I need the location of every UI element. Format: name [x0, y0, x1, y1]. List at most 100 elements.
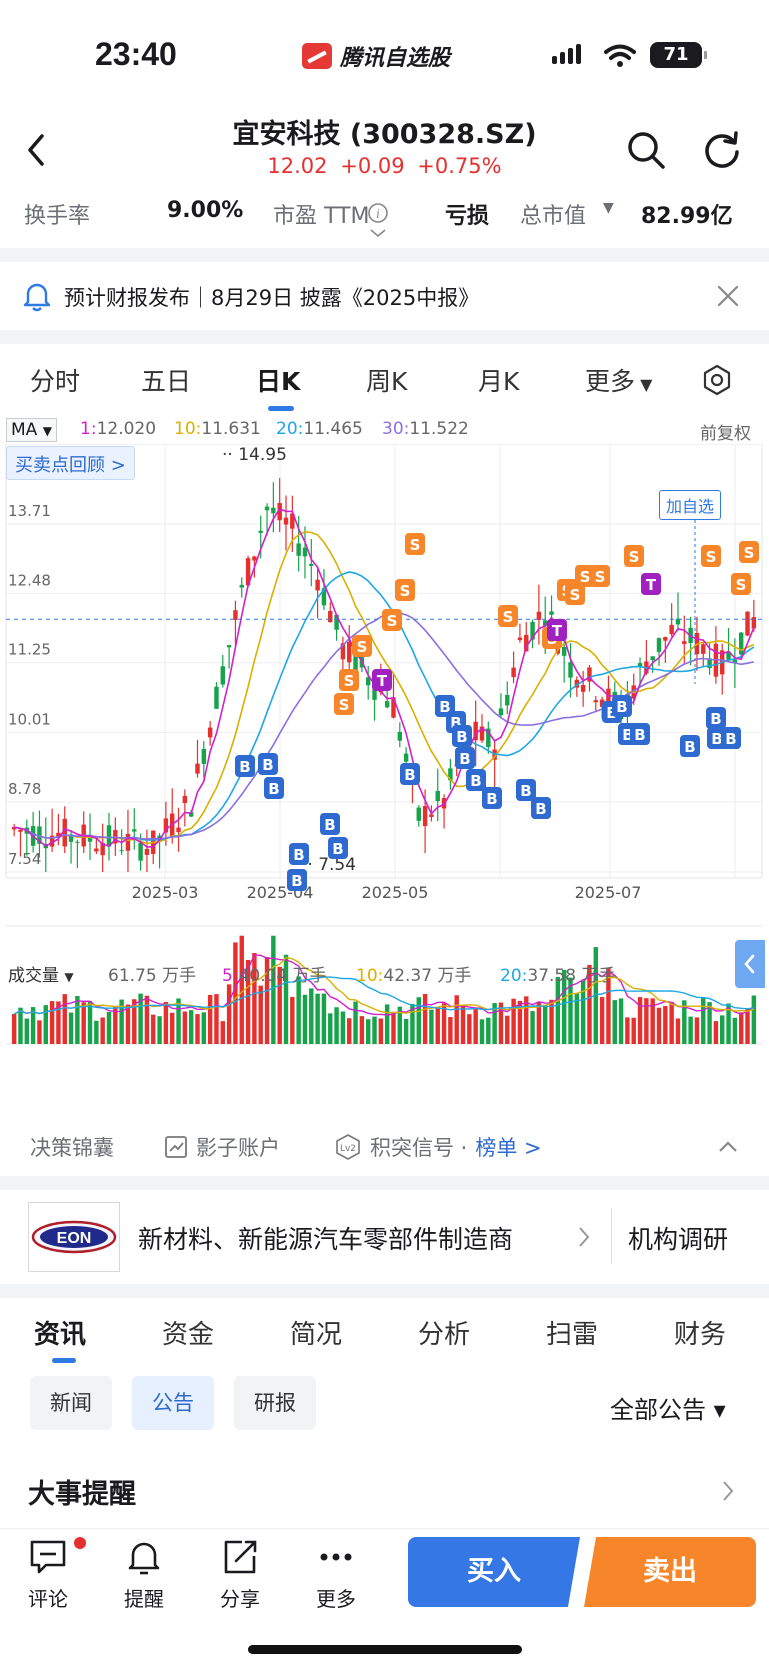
volume-selector[interactable]: 成交量 ▼	[8, 966, 74, 986]
buy-signal-badge	[320, 813, 340, 835]
volume-bar	[688, 1016, 693, 1044]
x-tick-label: 2025-05	[362, 883, 429, 902]
buy-signal-badge-letter: B	[332, 840, 343, 858]
buy-signal-badge-letter: B	[404, 766, 415, 784]
volume-bar	[422, 994, 428, 1044]
shadow-account-link[interactable]: 影子账户	[164, 1132, 280, 1162]
volume-bar	[207, 994, 213, 1044]
volume-bar	[188, 1010, 194, 1044]
major-events-header[interactable]: 大事提醒	[0, 1464, 769, 1518]
volume-bar	[751, 995, 757, 1044]
tab-analysis[interactable]: 分析	[418, 1320, 471, 1350]
signal-link[interactable]: Lv2 积突信号 · 榜单 >	[334, 1132, 542, 1162]
share-button[interactable]: 分享	[200, 1537, 280, 1612]
candle-body	[207, 727, 213, 738]
volume-bar	[195, 1014, 200, 1044]
buy-signal-badge-letter: B	[456, 728, 467, 746]
sell-signal-badge-letter: S	[580, 568, 591, 586]
settings-icon[interactable]	[702, 364, 732, 396]
volume-bar	[587, 964, 592, 1044]
volume-bar	[738, 1012, 744, 1044]
earnings-notice[interactable]: 预计财报发布｜8月29日 披露《2025中报》	[0, 264, 769, 328]
volume-bar	[43, 1005, 48, 1044]
t-signal-badge-letter: T	[377, 672, 388, 690]
info-icon[interactable]: i	[367, 202, 389, 242]
back-icon[interactable]	[22, 130, 52, 170]
chevron-up-icon[interactable]	[716, 1138, 740, 1154]
company-logo: EON	[28, 1202, 120, 1272]
trade-review-button[interactable]: 买卖点回顾 >	[6, 446, 135, 480]
volume-bar	[264, 957, 270, 1044]
volume-bar	[81, 1002, 86, 1044]
candle-body	[498, 708, 504, 716]
sell-signal-badge	[352, 635, 372, 657]
more-button[interactable]: 更多	[296, 1537, 376, 1612]
volume-bar	[151, 1014, 156, 1044]
buy-signal-badge-letter: B	[535, 800, 546, 818]
buy-signal-badge-letter: B	[324, 816, 335, 834]
candle-body	[599, 699, 605, 707]
tab-profile[interactable]: 简况	[290, 1320, 343, 1350]
volume-bar	[663, 1005, 668, 1044]
tab-weekly-k[interactable]: 周K	[366, 367, 408, 396]
sell-button[interactable]: 卖出	[584, 1537, 756, 1607]
status-bar: 23:40 腾讯自选股 71	[0, 0, 769, 110]
volume-legend[interactable]: 成交量 ▼ 61.75 万手 5:40.04 万手 10:42.37 万手 20…	[0, 960, 769, 986]
tab-monthly-k[interactable]: 月K	[478, 367, 520, 396]
high-price-label: ·· 14.95	[222, 445, 287, 465]
search-icon[interactable]	[624, 128, 668, 172]
buy-signal-badge-letter: B	[725, 730, 736, 748]
kline-chart[interactable]: 13.71 12.48 11.25 10.01 8.78 7.54 2025-03 2025-…	[0, 444, 769, 1076]
candle-body	[505, 695, 510, 706]
tab-risk-scan[interactable]: 扫雷	[546, 1320, 599, 1350]
candle-body	[49, 835, 55, 847]
tab-five-day[interactable]: 五日	[141, 367, 192, 396]
ma30-legend: 30:11.522	[382, 419, 469, 439]
candle-body	[182, 795, 188, 804]
expand-panel-button[interactable]	[735, 940, 765, 988]
tab-more[interactable]: 更多 ▼	[585, 367, 653, 396]
decision-kit-link[interactable]: 决策锦囊	[30, 1136, 114, 1160]
volume-bar	[49, 1001, 55, 1044]
comment-button[interactable]: 评论	[8, 1537, 88, 1612]
candle-body	[245, 558, 251, 586]
refresh-icon[interactable]	[700, 128, 744, 172]
tab-financials[interactable]: 财务	[674, 1320, 727, 1350]
ranking-link[interactable]: 榜单 >	[475, 1136, 542, 1160]
announcement-filter[interactable]: 全部公告 ▾	[610, 1396, 726, 1424]
chip-announcements[interactable]: 公告	[132, 1376, 214, 1430]
add-watchlist-button[interactable]: 加自选	[659, 490, 722, 520]
candle-body	[214, 686, 219, 709]
volume-bar	[378, 1018, 384, 1044]
chip-research[interactable]: 研报	[234, 1376, 316, 1430]
market-cap-label[interactable]: 总市值	[520, 204, 587, 229]
t-signal-badge	[372, 669, 392, 691]
close-icon[interactable]	[716, 284, 740, 308]
volume-bar	[656, 1007, 662, 1044]
tab-daily-k[interactable]: 日K	[256, 367, 301, 396]
notification-dot	[74, 1537, 86, 1549]
tab-news-info[interactable]: 资讯	[34, 1320, 87, 1350]
sell-signal-badge-letter: S	[410, 536, 421, 554]
alert-button[interactable]: 提醒	[104, 1537, 184, 1612]
company-profile[interactable]: EON 新材料、新能源汽车零部件制造商 机构调研	[0, 1190, 769, 1282]
pe-label: 市盈 TTM	[273, 204, 370, 229]
candle-body	[296, 543, 301, 556]
volume-bar	[669, 1001, 674, 1044]
sell-signal-badge	[739, 541, 759, 563]
tab-capital[interactable]: 资金	[162, 1320, 215, 1350]
adjust-mode[interactable]: 前复权	[700, 424, 751, 444]
candle-body	[384, 701, 390, 708]
company-description[interactable]: 新材料、新能源汽车零部件制造商	[138, 1225, 514, 1254]
candle-body	[397, 731, 403, 741]
ma-selector[interactable]: MA ▼	[6, 418, 57, 442]
sell-signal-badge-letter: S	[595, 568, 606, 586]
volume-bar	[384, 1004, 390, 1044]
chip-news[interactable]: 新闻	[30, 1376, 112, 1430]
ma-legend[interactable]: MA ▼ 1:12.020 10:11.631 20:11.465 30:11.…	[0, 418, 769, 444]
buy-signal-badge-letter: B	[622, 726, 633, 744]
stock-header: 宜安科技 (300328.SZ) 12.02 +0.09 +0.75%	[0, 108, 769, 188]
institutional-research-link[interactable]: 机构调研	[628, 1225, 729, 1254]
tab-intraday[interactable]: 分时	[30, 367, 81, 396]
buy-button[interactable]: 买入	[408, 1537, 580, 1607]
